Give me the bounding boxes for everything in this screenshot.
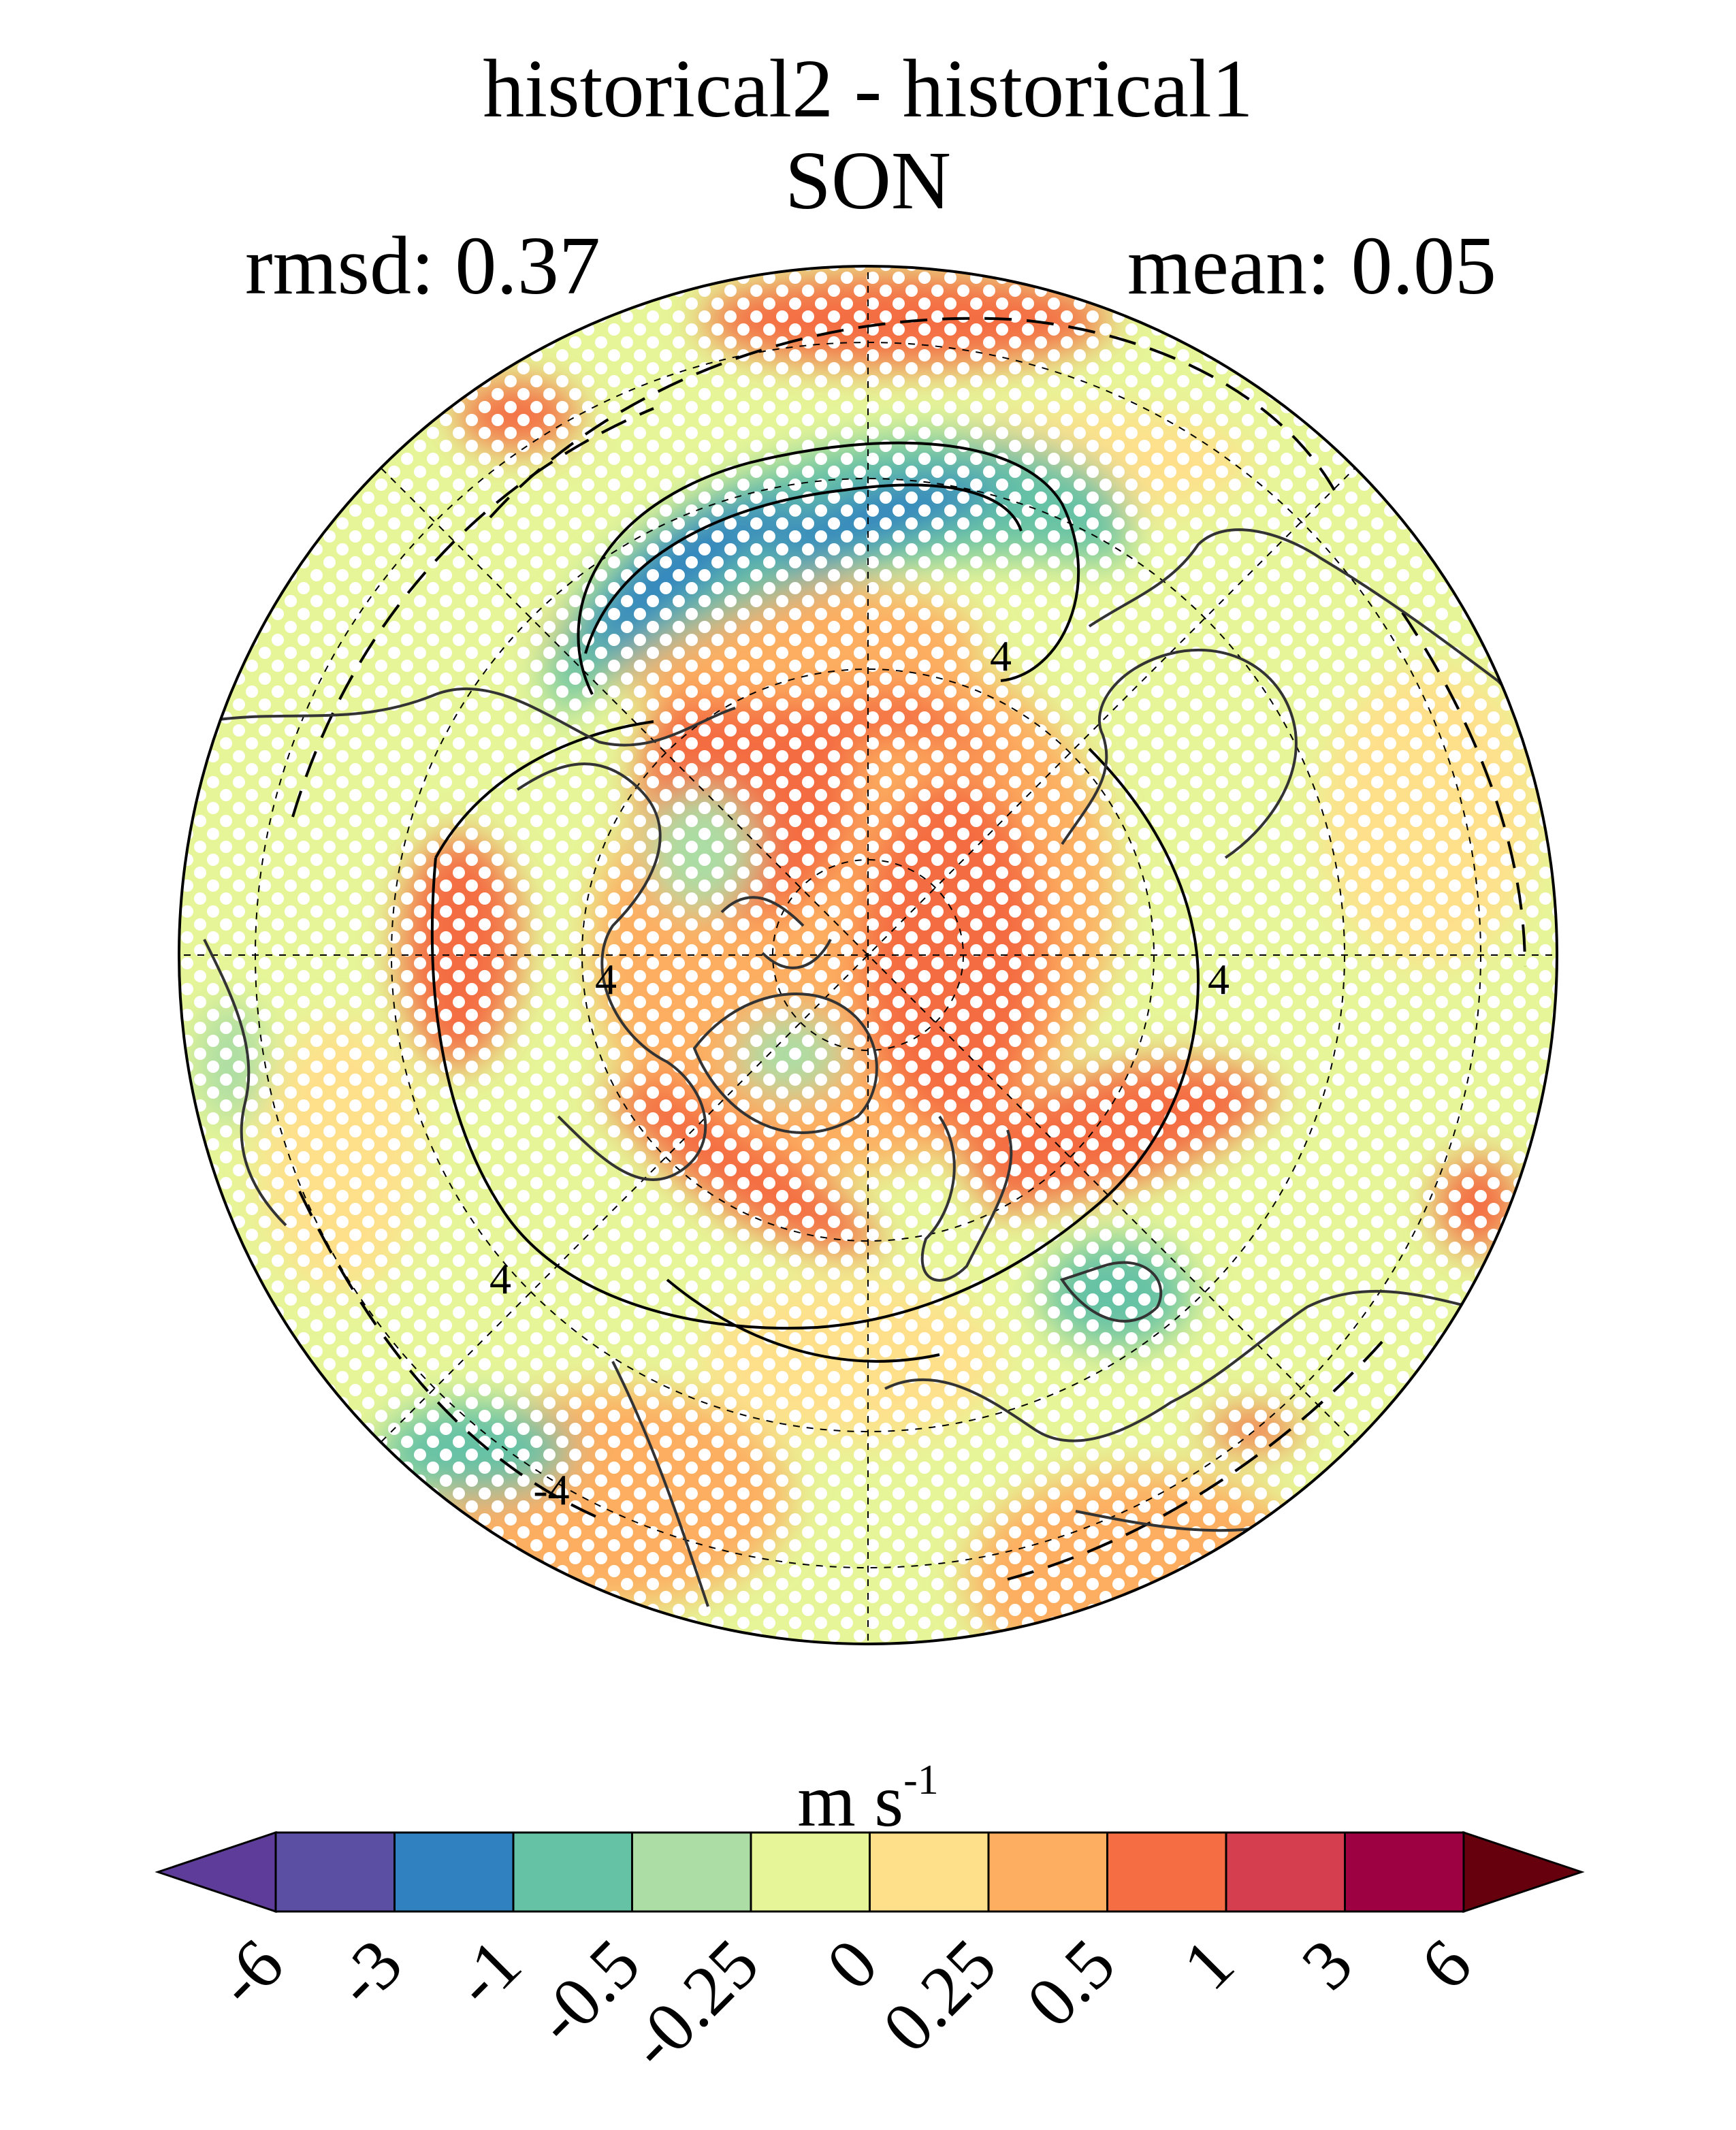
colorbar-segment: [987, 1831, 1108, 1913]
colorbar-tick-label: 1: [1168, 1924, 1249, 2005]
map-field: 4 4 4 4 -4: [179, 266, 1557, 1644]
plot-title: historical2 - historical1: [483, 43, 1253, 135]
colorbar-tick-label: -1: [439, 1924, 536, 2022]
negative-contours: [291, 317, 1526, 1581]
colorbar-segment: [1344, 1831, 1465, 1913]
unit-exponent: -1: [903, 1757, 939, 1803]
mean-label: mean: 0.05: [1127, 220, 1496, 312]
colorbar-segment: [512, 1831, 633, 1913]
colorbar-tick-label: 0.25: [868, 1924, 1011, 2067]
rmsd-label: rmsd: 0.37: [245, 220, 600, 312]
colorbar-segment: [631, 1831, 752, 1913]
colorbar-segment: [274, 1831, 396, 1913]
colorbar-segment: [750, 1831, 871, 1913]
coastlines: [203, 528, 1554, 1607]
colorbar: -6 -3 -1-0.5-0.25 00.25 0.5 1 3 6: [155, 1830, 1585, 2084]
colorbar-segment: [1106, 1831, 1227, 1913]
map-boundary: [178, 265, 1558, 1645]
contour-label: 4: [595, 955, 617, 1003]
colorbar-segment: [393, 1831, 515, 1913]
colorbar-tick-label: 0.5: [1012, 1924, 1129, 2042]
contour-label: 4: [489, 1255, 511, 1303]
contour-label: -4: [533, 1466, 569, 1514]
colorbar-unit: m s-1: [0, 1759, 1736, 1838]
colorbar-arrow-max: [1462, 1830, 1585, 1914]
unit-base: m s: [797, 1759, 904, 1842]
colorbar-tick-label: 0: [812, 1924, 893, 2005]
contour-label: 4: [1208, 955, 1229, 1003]
colorbar-segment: [1225, 1831, 1346, 1913]
colorbar-arrow-min: [155, 1830, 277, 1914]
colorbar-tick-label: 6: [1406, 1924, 1486, 2005]
colorbar-tick-label: -6: [202, 1924, 299, 2022]
colorbar-tick-label: -0.25: [614, 1924, 774, 2084]
colorbar-tick-label: -3: [320, 1924, 417, 2022]
contour-label: 4: [990, 632, 1012, 680]
colorbar-tick-label: 3: [1287, 1924, 1368, 2005]
gridlines: [179, 266, 1557, 1644]
colorbar-segment: [869, 1831, 990, 1913]
contours: [430, 441, 1200, 1363]
season-label: SON: [784, 135, 952, 227]
